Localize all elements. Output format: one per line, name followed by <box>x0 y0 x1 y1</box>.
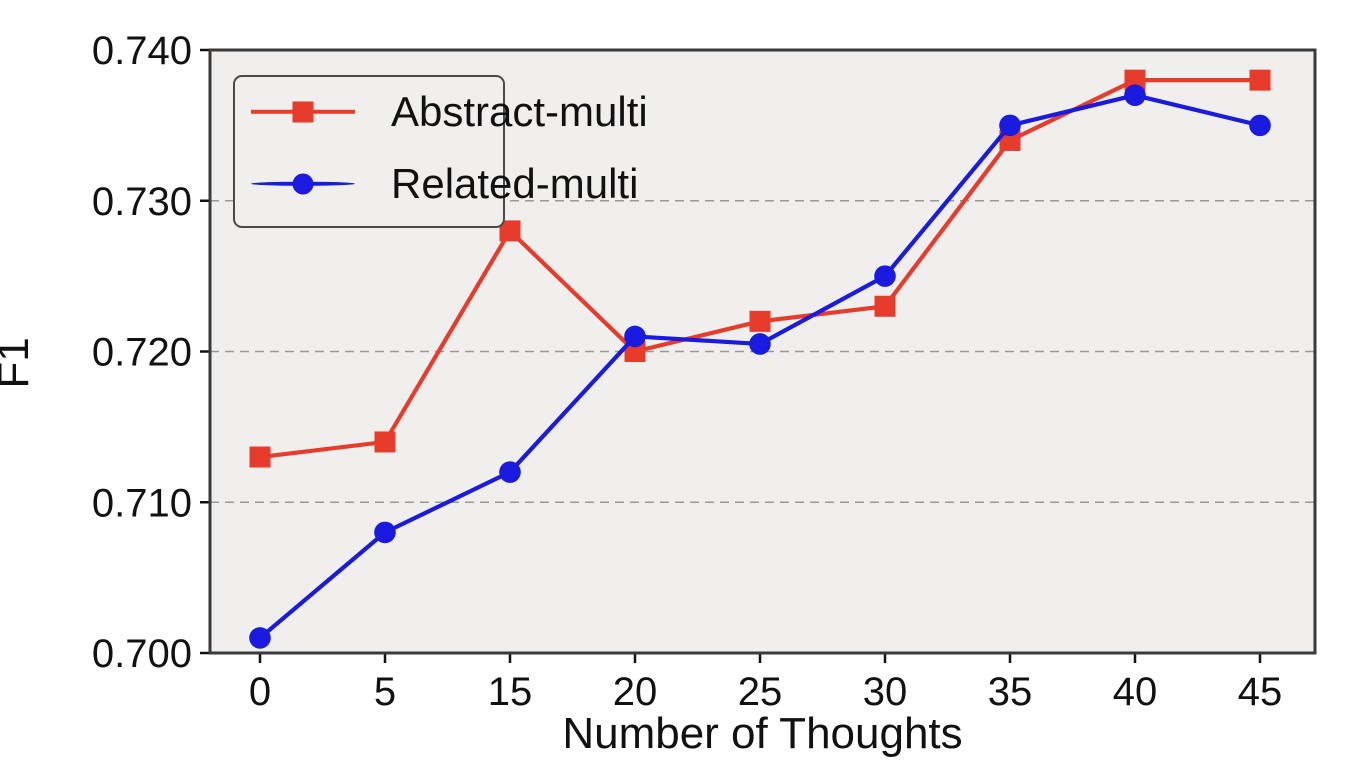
x-tick-label: 45 <box>1238 670 1283 714</box>
x-tick-label: 5 <box>374 670 396 714</box>
data-point-related-multi <box>624 325 646 348</box>
y-tick-label: 0.740 <box>92 29 192 73</box>
y-axis-label: F1 <box>0 337 38 389</box>
blue-circle-marker-icon <box>292 173 314 194</box>
x-tick-label: 15 <box>488 670 533 714</box>
y-tick-label: 0.710 <box>92 481 192 525</box>
x-tick-label: 0 <box>249 670 271 714</box>
data-point-abstract-multi <box>249 446 271 468</box>
data-point-abstract-multi <box>1249 69 1271 91</box>
data-point-related-multi <box>1249 114 1271 137</box>
x-tick-label: 25 <box>738 670 783 714</box>
data-point-related-multi <box>374 521 396 544</box>
x-tick-label: 35 <box>988 670 1033 714</box>
legend-label-abstract-multi: Abstract-multi <box>391 87 648 135</box>
data-point-abstract-multi <box>624 341 646 362</box>
legend: Abstract-multi Related-multi <box>233 75 648 228</box>
data-point-abstract-multi <box>499 220 521 242</box>
data-point-abstract-multi <box>999 129 1021 151</box>
data-point-abstract-multi <box>874 295 896 317</box>
data-point-abstract-multi <box>374 431 396 453</box>
red-square-marker-icon <box>292 101 314 122</box>
related-multi-line-sample <box>251 173 355 195</box>
data-point-related-multi <box>999 114 1021 137</box>
legend-item-abstract-multi: Abstract-multi <box>251 84 648 140</box>
y-tick-label: 0.700 <box>92 632 192 676</box>
legend-label-related-multi: Related-multi <box>391 159 639 207</box>
legend-item-related-multi: Related-multi <box>251 156 638 212</box>
x-tick-label: 20 <box>613 670 658 714</box>
data-point-related-multi <box>499 461 521 483</box>
x-tick-label: 40 <box>1113 670 1158 714</box>
y-tick-label: 0.720 <box>92 331 192 375</box>
abstract-multi-line-sample <box>251 101 355 123</box>
x-axis-label: Number of Thoughts <box>562 709 963 758</box>
y-tick-label: 0.730 <box>92 180 192 224</box>
plot-border <box>208 48 1317 655</box>
data-point-related-multi <box>749 333 771 355</box>
data-point-related-multi <box>249 627 271 649</box>
data-point-related-multi <box>1124 84 1146 107</box>
data-point-related-multi <box>874 265 896 287</box>
data-point-abstract-multi <box>1124 69 1146 91</box>
data-point-abstract-multi <box>749 310 771 332</box>
x-tick-label: 30 <box>863 670 908 714</box>
